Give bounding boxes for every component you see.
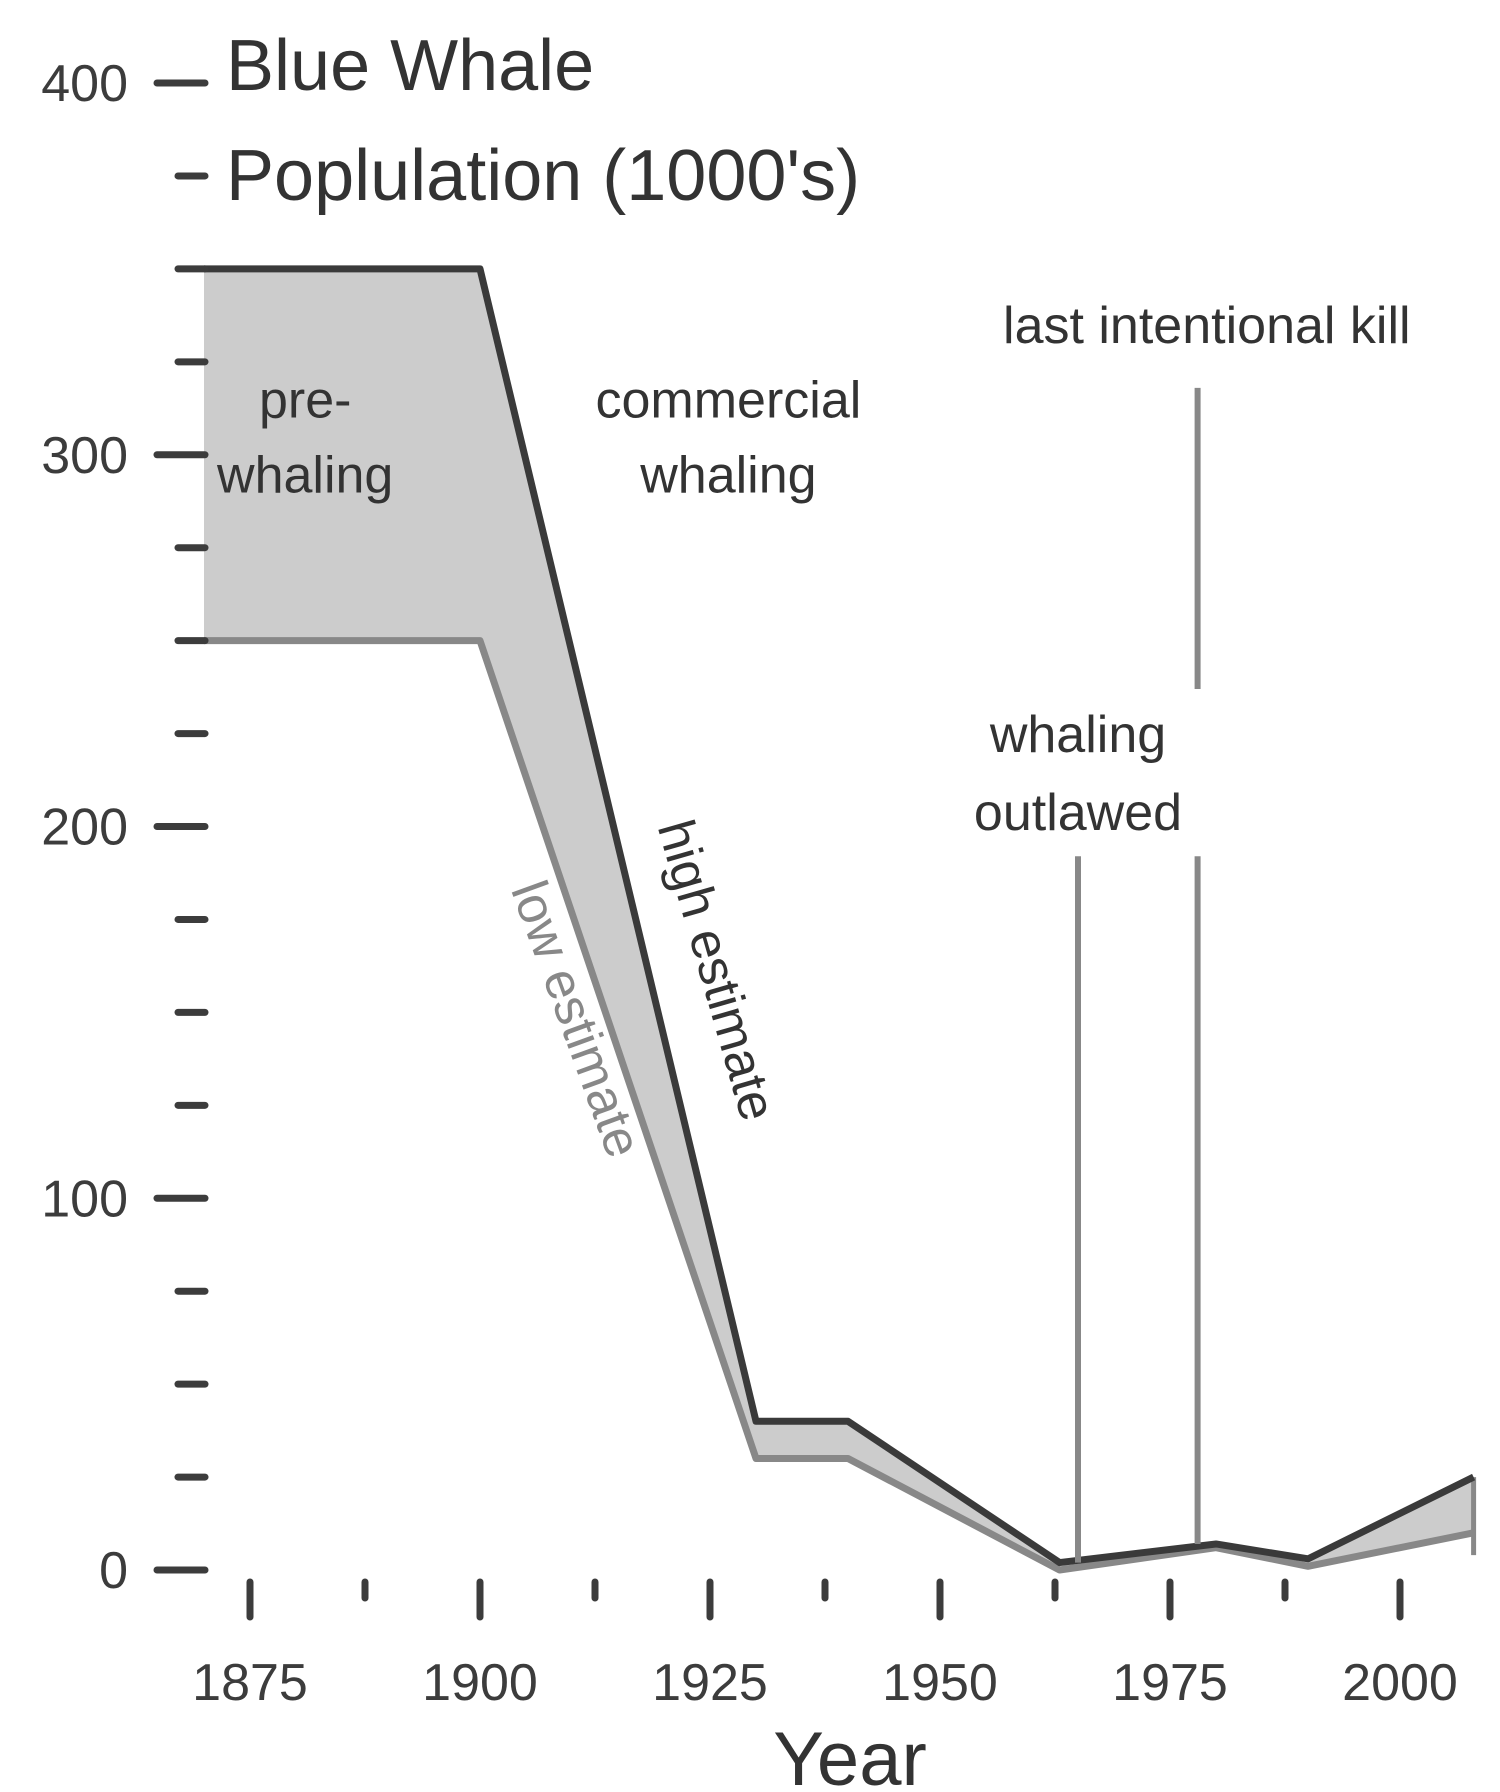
low-estimate-line: [204, 637, 1475, 1574]
period-label-0-line-1: whaling: [216, 447, 393, 505]
x-tick-label-1950: 1950: [882, 1654, 998, 1712]
x-axis-label: Year: [773, 1717, 927, 1792]
estimate-band-layer: [204, 268, 1477, 1570]
y-tick-label-400: 400: [41, 55, 128, 113]
x-tick-label-1925: 1925: [652, 1654, 768, 1712]
period-label-1-line-0: commercial: [595, 372, 861, 430]
y-axis: 0 100 200 300 400: [41, 55, 209, 1600]
y-tick-label-200: 200: [41, 799, 128, 857]
y-tick-label-300: 300: [41, 427, 128, 485]
x-tick-label-1975: 1975: [1112, 1654, 1228, 1712]
series-lines-layer: [204, 265, 1476, 1574]
y-tick-label-100: 100: [41, 1170, 128, 1228]
event-label-1965-line-1: outlawed: [974, 784, 1182, 842]
event-label-1978-line-0: last intentional kill: [1003, 297, 1411, 355]
x-tick-label-1875: 1875: [192, 1654, 308, 1712]
x-axis: 1875 1900 1925 1950 1975 2000: [192, 1578, 1458, 1712]
x-tick-label-2000: 2000: [1342, 1654, 1458, 1712]
chart-title-line-2: Poplulation (1000's): [226, 136, 860, 216]
period-label-1-line-1: whaling: [639, 447, 816, 505]
event-lines-layer: [1075, 387, 1201, 1563]
period-label-0-line-0: pre-: [259, 372, 351, 430]
chart-title-line-1: Blue Whale: [226, 26, 594, 106]
x-tick-label-1900: 1900: [422, 1654, 538, 1712]
event-label-1965-line-0: whaling: [989, 706, 1166, 764]
high-estimate-line: [204, 265, 1476, 1567]
y-tick-label-0: 0: [99, 1542, 128, 1600]
estimate-band-area: [204, 268, 1474, 1570]
